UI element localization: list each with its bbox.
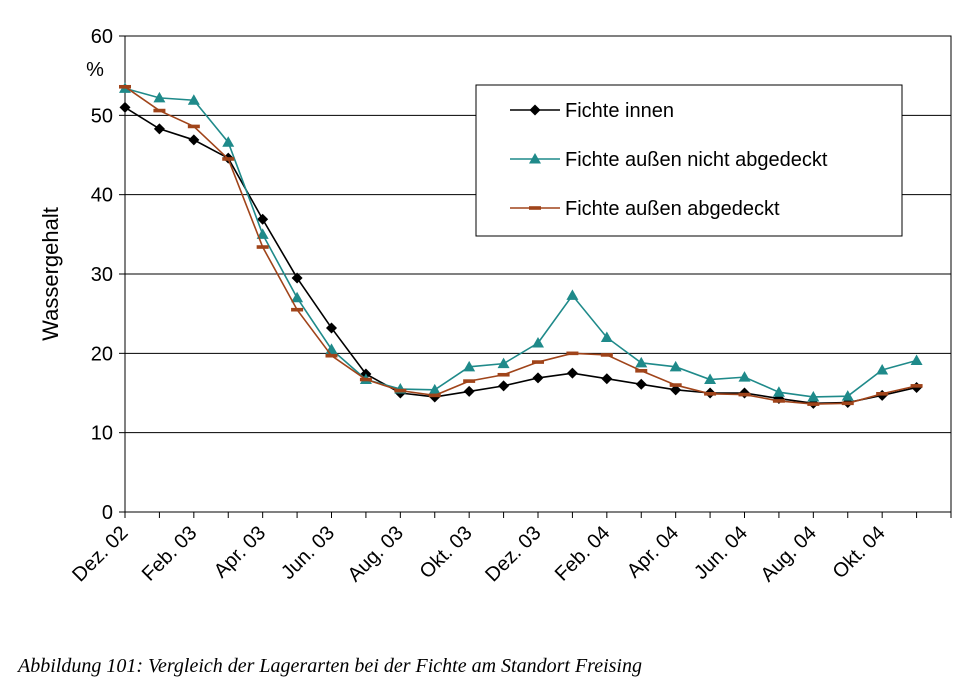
data-point bbox=[670, 384, 682, 396]
data-point bbox=[635, 356, 648, 368]
data-point bbox=[772, 399, 785, 403]
data-point bbox=[463, 385, 475, 397]
data-point bbox=[153, 123, 165, 135]
data-point bbox=[910, 384, 923, 388]
data-point bbox=[910, 354, 923, 365]
data-point bbox=[600, 353, 613, 357]
data-point bbox=[291, 291, 304, 303]
data-point bbox=[807, 402, 820, 406]
data-point bbox=[428, 393, 441, 398]
x-tick-label: Dez. 02 bbox=[68, 522, 132, 586]
x-tick-label: Apr. 03 bbox=[210, 522, 270, 582]
data-point bbox=[876, 391, 889, 396]
data-point bbox=[291, 307, 304, 312]
data-point bbox=[772, 386, 785, 397]
y-tick-label: 50 bbox=[91, 105, 113, 127]
data-point bbox=[222, 136, 235, 147]
data-point bbox=[566, 351, 579, 356]
data-point bbox=[359, 377, 372, 382]
data-point bbox=[532, 372, 544, 384]
y-tick-label: 30 bbox=[91, 264, 113, 286]
data-point bbox=[669, 360, 682, 372]
x-tick-label: Jun. 03 bbox=[277, 522, 339, 584]
y-tick-label: 20 bbox=[91, 343, 113, 365]
data-point bbox=[187, 94, 200, 105]
data-point bbox=[428, 383, 441, 395]
data-point bbox=[119, 84, 131, 89]
x-tick-label: Okt. 04 bbox=[829, 522, 890, 583]
x-tick-label: Feb. 04 bbox=[551, 522, 615, 586]
data-point bbox=[600, 331, 613, 342]
data-point bbox=[257, 213, 269, 225]
data-point bbox=[153, 108, 166, 113]
legend-entry-label: Fichte außen abgedeckt bbox=[565, 198, 780, 220]
data-point bbox=[841, 390, 854, 401]
legend-entry-label: Fichte außen nicht abgedeckt bbox=[565, 149, 828, 171]
data-point bbox=[532, 337, 544, 348]
data-point bbox=[876, 363, 889, 375]
data-point bbox=[738, 392, 751, 397]
data-point bbox=[325, 343, 338, 354]
data-point bbox=[463, 360, 476, 372]
data-point bbox=[497, 357, 510, 369]
data-point bbox=[256, 228, 269, 239]
data-point bbox=[669, 383, 682, 387]
x-tick-label: Okt. 03 bbox=[416, 522, 477, 583]
data-point bbox=[566, 289, 579, 300]
data-point bbox=[601, 373, 613, 385]
x-tick-label: Feb. 03 bbox=[138, 522, 202, 586]
legend-swatch-marker bbox=[529, 153, 541, 164]
x-tick-label: Aug. 03 bbox=[344, 522, 408, 586]
data-point bbox=[394, 388, 407, 393]
data-point bbox=[635, 368, 648, 373]
data-point bbox=[325, 353, 338, 358]
data-point bbox=[497, 372, 510, 377]
y-tick-label: 40 bbox=[91, 185, 113, 207]
data-point bbox=[222, 157, 235, 161]
y-tick-label: 0 bbox=[102, 502, 113, 524]
data-point bbox=[566, 367, 578, 379]
data-point bbox=[498, 380, 510, 392]
data-point bbox=[841, 401, 854, 406]
x-tick-label: Aug. 04 bbox=[757, 522, 821, 586]
data-point bbox=[704, 391, 717, 396]
x-tick-label: Apr. 04 bbox=[623, 522, 683, 582]
legend-swatch-marker bbox=[529, 206, 541, 210]
data-point bbox=[326, 322, 337, 334]
y-tick-label: 60 bbox=[91, 26, 113, 48]
data-point bbox=[256, 245, 269, 249]
data-point bbox=[807, 390, 820, 402]
x-tick-label: Jun. 04 bbox=[690, 522, 752, 584]
chart-area: 0 10 20 30 40 50 60% Wassergehalt Dez. 02 Feb. 03… bbox=[38, 26, 952, 586]
y-axis-label: Wassergehalt bbox=[38, 207, 63, 341]
line-chart: 0 10 20 30 40 50 60% Wassergehalt Dez. 02 Feb. 03… bbox=[38, 26, 952, 586]
legend-swatch-marker bbox=[529, 104, 541, 116]
data-point bbox=[738, 371, 751, 382]
data-point bbox=[187, 124, 200, 129]
series-line bbox=[124, 87, 917, 398]
y-unit-label: % bbox=[86, 59, 104, 81]
x-tick-label: Dez. 03 bbox=[481, 522, 545, 586]
data-point bbox=[188, 134, 200, 146]
data-point bbox=[291, 272, 303, 284]
data-point bbox=[153, 91, 166, 103]
data-point bbox=[532, 360, 544, 364]
y-tick-label: 10 bbox=[91, 423, 113, 445]
data-point bbox=[635, 378, 647, 390]
legend-entry-label: Fichte innen bbox=[565, 100, 674, 122]
figure-caption: Abbildung 101: Vergleich der Lagerarten … bbox=[18, 655, 642, 677]
data-point bbox=[463, 379, 476, 383]
data-point bbox=[704, 373, 717, 385]
data-point bbox=[119, 101, 131, 113]
